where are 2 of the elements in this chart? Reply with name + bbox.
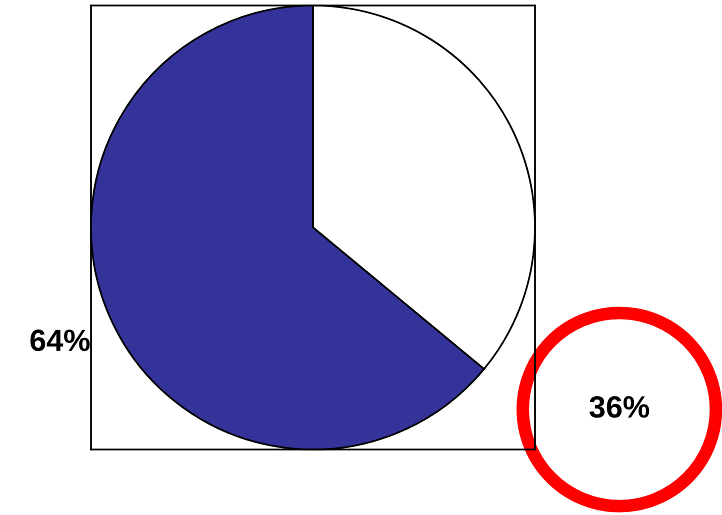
data-label: 36% <box>589 396 650 418</box>
data-label: 64% <box>30 330 90 352</box>
